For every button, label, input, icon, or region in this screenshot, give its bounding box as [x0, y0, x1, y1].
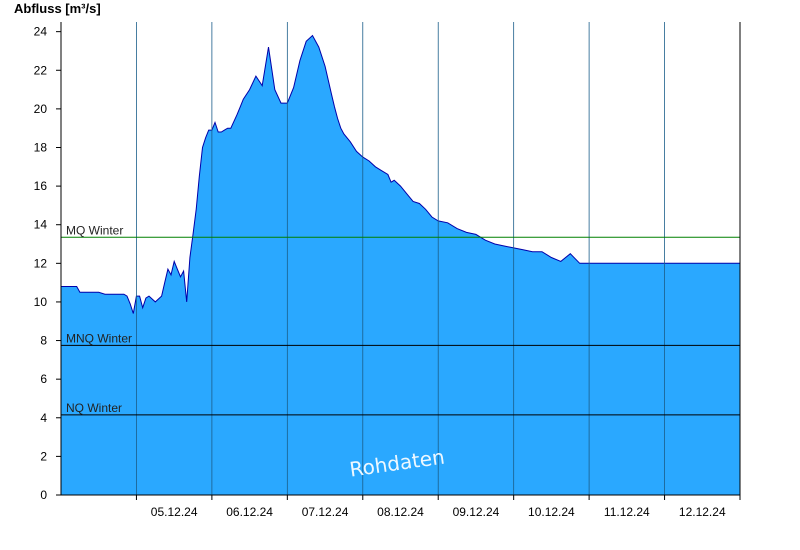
x-tick-label: 10.12.24: [528, 505, 575, 519]
x-tick-label: 06.12.24: [226, 505, 273, 519]
y-tick-label: 22: [34, 63, 48, 77]
reference-line-label: MQ Winter: [66, 223, 123, 237]
reference-line-label: NQ Winter: [66, 401, 122, 415]
x-tick-label: 12.12.24: [679, 505, 726, 519]
y-tick-label: 12: [34, 256, 48, 270]
discharge-line: [61, 34, 740, 314]
y-tick-label: 10: [34, 295, 48, 309]
x-tick-label: 09.12.24: [453, 505, 500, 519]
y-axis-title: Abfluss [m³/s]: [14, 1, 101, 16]
discharge-area: [61, 35, 740, 495]
y-tick-label: 14: [34, 218, 48, 232]
x-tick-label: 05.12.24: [151, 505, 198, 519]
y-tick-label: 4: [40, 411, 47, 425]
x-tick-label: 07.12.24: [302, 505, 349, 519]
reference-line-label: MNQ Winter: [66, 331, 132, 345]
y-tick-label: 24: [34, 25, 48, 39]
discharge-area-layer: [61, 34, 740, 495]
x-tick-label: 11.12.24: [604, 505, 650, 519]
reference-lines: MQ Winter MNQ Winter NQ Winter: [61, 223, 740, 416]
y-tick-label: 16: [34, 179, 48, 193]
y-tick-label: 6: [40, 372, 47, 386]
vertical-grid: [136, 22, 665, 495]
y-tick-label: 8: [40, 334, 47, 348]
y-tick-label: 18: [34, 140, 48, 154]
y-tick-label: 20: [34, 102, 48, 116]
y-tick-label: 2: [40, 449, 47, 463]
x-tick-label: 08.12.24: [377, 505, 424, 519]
y-tick-label: 0: [40, 488, 47, 502]
